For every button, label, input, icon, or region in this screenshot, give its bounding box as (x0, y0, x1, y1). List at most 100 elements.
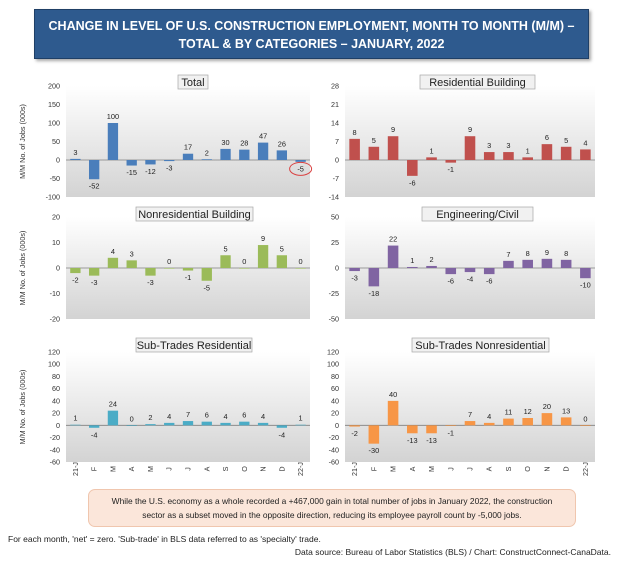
data-label: 3 (487, 141, 491, 150)
bar (541, 144, 553, 160)
bar (426, 425, 437, 434)
data-label: 8 (564, 249, 568, 258)
x-tick-label: A (485, 466, 494, 471)
bar (70, 158, 81, 160)
data-label: -4 (91, 430, 98, 439)
data-label: 8 (353, 128, 357, 137)
data-label: 5 (223, 244, 227, 253)
bar (580, 268, 591, 279)
bar (522, 418, 533, 426)
data-label: -6 (409, 178, 416, 187)
data-label: 0 (167, 257, 171, 266)
y-tick-label: 7 (335, 137, 339, 146)
bar (560, 146, 572, 160)
y-tick-label: 120 (48, 348, 60, 357)
chart-residential-building: -14 -7 0 7 14 21 28 8 5 9 -6 1 -1 9 3 3 1 6 5 4 Residential … (329, 74, 595, 202)
data-label: 1 (410, 256, 414, 265)
y-tick-label: -20 (50, 315, 60, 324)
bar (276, 255, 288, 268)
data-label: 30 (221, 138, 229, 147)
y-tick-label: 80 (331, 372, 339, 381)
bar (483, 268, 495, 275)
chart-title-box (419, 74, 536, 90)
x-tick-label: J (466, 467, 475, 471)
chart-title-box (135, 206, 254, 222)
bar (164, 268, 175, 269)
data-label: 4 (111, 247, 115, 256)
bar (295, 268, 306, 269)
y-tick-label: -20 (329, 433, 339, 442)
y-axis-label: M/M No. of Jobs (000s) (18, 370, 27, 445)
data-label: -6 (486, 277, 493, 286)
bar (580, 149, 591, 160)
y-tick-label: 0 (56, 156, 60, 165)
data-label: 1 (526, 146, 530, 155)
bar (387, 136, 399, 160)
data-label: 17 (184, 143, 192, 152)
data-label: -5 (297, 164, 304, 173)
highlight-circle (289, 161, 313, 176)
plot-area (345, 352, 595, 462)
x-tick-label: M (108, 466, 117, 472)
y-tick-label: 0 (56, 264, 60, 273)
y-tick-label: 100 (48, 360, 60, 369)
data-label: -1 (447, 165, 454, 174)
bar (368, 146, 380, 160)
bar (387, 245, 399, 268)
data-label: 0 (583, 414, 587, 423)
data-label: -30 (369, 446, 380, 455)
bar (483, 152, 495, 160)
data-label: 12 (524, 407, 532, 416)
data-label: 3 (506, 141, 510, 150)
y-tick-label: 150 (48, 100, 60, 109)
x-tick-label: A (127, 466, 136, 471)
bar (541, 413, 553, 426)
chart-banner: CHANGE IN LEVEL OF U.S. CONSTRUCTION EMP… (34, 9, 589, 59)
data-label: 11 (505, 408, 513, 417)
data-label: -2 (351, 429, 358, 438)
x-tick-label: A (202, 466, 211, 471)
y-tick-label: 50 (331, 213, 339, 222)
y-tick-label: -7 (333, 174, 339, 183)
data-label: -4 (467, 275, 474, 284)
bar (483, 422, 495, 426)
x-tick-label: 22-J (581, 462, 590, 476)
x-tick-label: M (146, 466, 155, 472)
y-tick-label: 120 (327, 348, 339, 357)
y-tick-label: 40 (331, 396, 339, 405)
y-tick-label: 10 (52, 238, 60, 247)
bar (464, 421, 476, 426)
data-label: -6 (447, 277, 454, 286)
bar (145, 268, 156, 276)
bar (239, 149, 250, 160)
data-label: -13 (426, 436, 437, 445)
y-tick-label: 100 (327, 360, 339, 369)
bar (407, 160, 418, 176)
x-tick-label: A (408, 466, 417, 471)
bar (464, 136, 476, 160)
y-tick-label: 0 (56, 421, 60, 430)
bar (349, 425, 360, 427)
chart-title: Residential Building (429, 77, 526, 89)
bar (164, 160, 175, 162)
x-tick-label: F (369, 466, 378, 471)
data-label: 4 (167, 412, 171, 421)
y-tick-label: 60 (331, 384, 339, 393)
bar (201, 268, 212, 281)
bar (70, 268, 81, 274)
data-label: 2 (205, 148, 209, 157)
bar (407, 425, 418, 434)
chart-title: Sub-Trades Residential (137, 340, 252, 352)
data-label: 0 (299, 257, 303, 266)
y-tick-label: -100 (46, 193, 60, 202)
bar (201, 421, 212, 426)
y-tick-label: -50 (329, 315, 339, 324)
y-axis-label: M/M No. of Jobs (000s) (18, 104, 27, 179)
bar (445, 425, 457, 426)
data-label: -3 (351, 274, 358, 283)
y-tick-label: 28 (331, 82, 339, 91)
x-tick-label: J (184, 467, 193, 471)
bar (503, 418, 514, 426)
data-label: 9 (391, 125, 395, 134)
bar (126, 160, 137, 166)
